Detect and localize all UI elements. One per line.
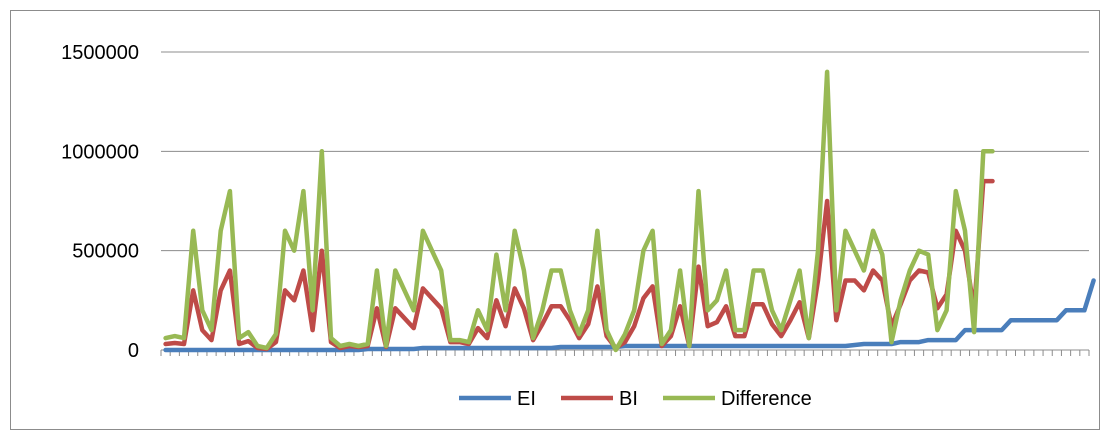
legend-label: EI [517, 388, 536, 410]
legend-item-difference: Difference [663, 388, 812, 410]
legend: EI BI Difference [459, 388, 812, 410]
legend-label: BI [619, 388, 638, 410]
y-tick-label: 1500000 [61, 42, 139, 64]
legend-item-ei: EI [459, 388, 536, 410]
y-tick-label: 500000 [72, 241, 139, 263]
y-tick-label: 1000000 [61, 141, 139, 163]
y-tick-label: 0 [128, 340, 139, 362]
legend-item-bi: BI [561, 388, 638, 410]
series-line-difference [163, 69, 995, 353]
series-line-bi [163, 178, 995, 352]
line-chart: 0 500000 1000000 1500000 EI BI Difference [61, 42, 1096, 410]
series-lines [163, 69, 1096, 353]
legend-label: Difference [721, 388, 812, 410]
y-tick-labels: 0 500000 1000000 1500000 [61, 42, 139, 362]
series-line-ei [163, 278, 1096, 353]
chart-frame: 0 500000 1000000 1500000 EI BI Difference [10, 10, 1100, 430]
